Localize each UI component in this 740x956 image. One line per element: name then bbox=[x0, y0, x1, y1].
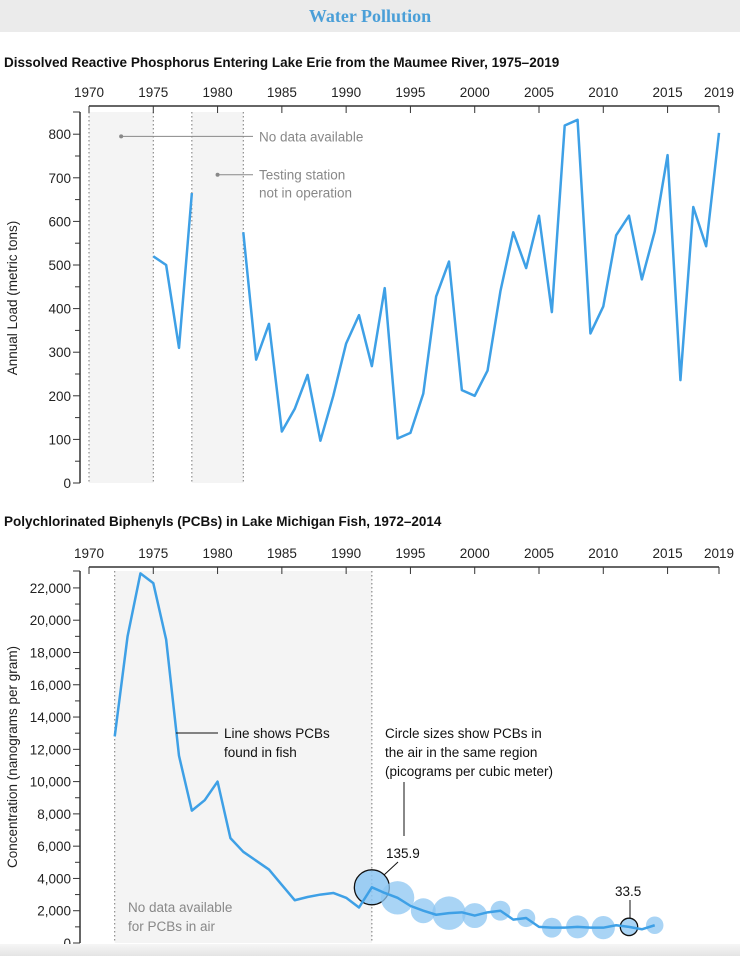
y-tick-label: 22,000 bbox=[30, 581, 71, 596]
y-tick-label: 200 bbox=[48, 389, 71, 404]
annotation-no-air-data: No data available bbox=[128, 900, 232, 915]
y-tick-label: 14,000 bbox=[30, 710, 71, 725]
x-tick-label: 2010 bbox=[588, 546, 618, 561]
x-tick-label: 1980 bbox=[203, 85, 233, 100]
y-tick-label: 0 bbox=[63, 936, 71, 951]
annotation-testing-station: not in operation bbox=[259, 186, 352, 201]
annotation-no-data: No data available bbox=[259, 129, 363, 144]
no-data-region bbox=[191, 112, 244, 483]
y-tick-label: 600 bbox=[48, 214, 71, 229]
x-tick-label: 2000 bbox=[460, 546, 490, 561]
phosphorus-line bbox=[242, 118, 721, 442]
no-data-region bbox=[89, 112, 154, 483]
annotation-circle-sizes: Circle sizes show PCBs in bbox=[385, 726, 542, 741]
chart2-ylabel: Concentration (nanograms per gram) bbox=[5, 646, 20, 868]
x-tick-label: 2005 bbox=[524, 85, 554, 100]
x-tick-label: 1985 bbox=[267, 546, 297, 561]
x-tick-label: 1970 bbox=[74, 85, 104, 100]
annotation-circle-sizes: (picograms per cubic meter) bbox=[385, 764, 553, 779]
y-tick-label: 0 bbox=[63, 476, 71, 491]
x-tick-label: 1995 bbox=[395, 85, 425, 100]
x-tick-label: 2000 bbox=[460, 85, 490, 100]
y-tick-label: 12,000 bbox=[30, 742, 71, 757]
annotation-circle-sizes: the air in the same region bbox=[385, 745, 537, 760]
chart1-ylabel: Annual Load (metric tons) bbox=[5, 221, 20, 376]
x-tick-label: 1975 bbox=[138, 85, 168, 100]
y-tick-label: 16,000 bbox=[30, 678, 71, 693]
chart2: 1970 1975 1980 1985 1990 1995 2000 2005 2010 2015… bbox=[30, 546, 734, 951]
x-tick-label: 1985 bbox=[267, 85, 297, 100]
y-tick-label: 700 bbox=[48, 171, 71, 186]
y-tick-label: 100 bbox=[48, 432, 71, 447]
y-tick-label: 400 bbox=[48, 302, 71, 317]
annotation-fish-line: found in fish bbox=[224, 745, 297, 760]
x-tick-label: 1980 bbox=[203, 546, 233, 561]
annotation-testing-station: Testing station bbox=[259, 168, 345, 183]
x-tick-label: 1970 bbox=[74, 546, 104, 561]
chart1: 1970 1975 1980 1985 1990 1995 2000 2005 2010 2015… bbox=[48, 85, 734, 491]
y-tick-label: 6,000 bbox=[37, 839, 71, 854]
annotation-no-air-data: for PCBs in air bbox=[128, 919, 216, 934]
x-tick-label: 2015 bbox=[653, 546, 683, 561]
x-tick-label: 2019 bbox=[704, 85, 734, 100]
annotation-leader bbox=[383, 861, 399, 876]
y-tick-label: 300 bbox=[48, 345, 71, 360]
y-tick-label: 10,000 bbox=[30, 775, 71, 790]
x-tick-label: 2019 bbox=[704, 546, 734, 561]
y-tick-label: 4,000 bbox=[37, 871, 71, 886]
chart1-title: Dissolved Reactive Phosphorus Entering L… bbox=[4, 55, 559, 70]
y-tick-label: 8,000 bbox=[37, 807, 71, 822]
no-data-region bbox=[114, 571, 372, 943]
y-tick-label: 2,000 bbox=[37, 904, 71, 919]
phosphorus-line bbox=[152, 192, 194, 350]
x-tick-label: 1990 bbox=[331, 85, 361, 100]
x-tick-label: 1975 bbox=[138, 546, 168, 561]
annotation-fish-line: Line shows PCBs bbox=[224, 726, 330, 741]
label-135-9: 135.9 bbox=[386, 846, 420, 861]
label-33-5: 33.5 bbox=[615, 884, 641, 899]
x-tick-label: 1995 bbox=[395, 546, 425, 561]
x-tick-label: 1990 bbox=[331, 546, 361, 561]
y-tick-label: 18,000 bbox=[30, 645, 71, 660]
x-tick-label: 2010 bbox=[588, 85, 618, 100]
y-tick-label: 20,000 bbox=[30, 613, 71, 628]
header-band: Water Pollution bbox=[0, 0, 740, 32]
chart2-title: Polychlorinated Biphenyls (PCBs) in Lake… bbox=[4, 514, 442, 529]
y-tick-label: 800 bbox=[48, 127, 71, 142]
page-title: Water Pollution bbox=[308, 6, 432, 26]
y-tick-label: 500 bbox=[48, 258, 71, 273]
x-tick-label: 2015 bbox=[653, 85, 683, 100]
fish-pcb-line bbox=[113, 572, 656, 931]
bottom-fade bbox=[0, 944, 740, 956]
x-tick-label: 2005 bbox=[524, 546, 554, 561]
